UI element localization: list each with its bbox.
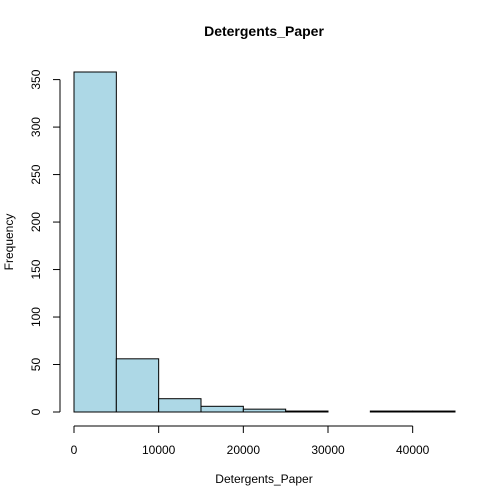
histogram-bar-0: [73, 71, 117, 413]
x-tick-label-3: 30000: [311, 443, 345, 457]
chart-title: Detergents_Paper: [204, 23, 324, 39]
y-tick-label-1: 50: [29, 358, 43, 372]
histogram-bar-1: [115, 358, 160, 413]
y-tick-label-3: 150: [29, 259, 43, 279]
bars-group: [73, 71, 456, 413]
x-tick-label-4: 40000: [396, 443, 430, 457]
x-tick-label-2: 20000: [227, 443, 261, 457]
x-tick-label-0: 0: [71, 443, 78, 457]
histogram-bar-3: [200, 405, 244, 413]
y-tick-label-4: 200: [29, 212, 43, 232]
histogram-bar-7: [369, 410, 414, 413]
x-axis: 0 10000 20000 30000 40000: [71, 425, 430, 457]
y-axis-label: Frequency: [2, 214, 16, 271]
y-tick-label-6: 300: [29, 117, 43, 137]
y-axis: 0 50 100 150 200 250 300 350: [29, 69, 61, 415]
histogram-bar-2: [158, 398, 202, 413]
y-tick-label-2: 100: [29, 307, 43, 327]
y-tick-label-0: 0: [29, 408, 43, 415]
y-tick-label-5: 250: [29, 164, 43, 184]
histogram-bar-5: [285, 410, 329, 413]
y-tick-label-7: 350: [29, 69, 43, 89]
x-axis-label: Detergents_Paper: [215, 472, 312, 486]
histogram-bar-8: [412, 410, 456, 413]
histogram-bar-4: [242, 408, 287, 413]
x-tick-label-1: 10000: [142, 443, 176, 457]
